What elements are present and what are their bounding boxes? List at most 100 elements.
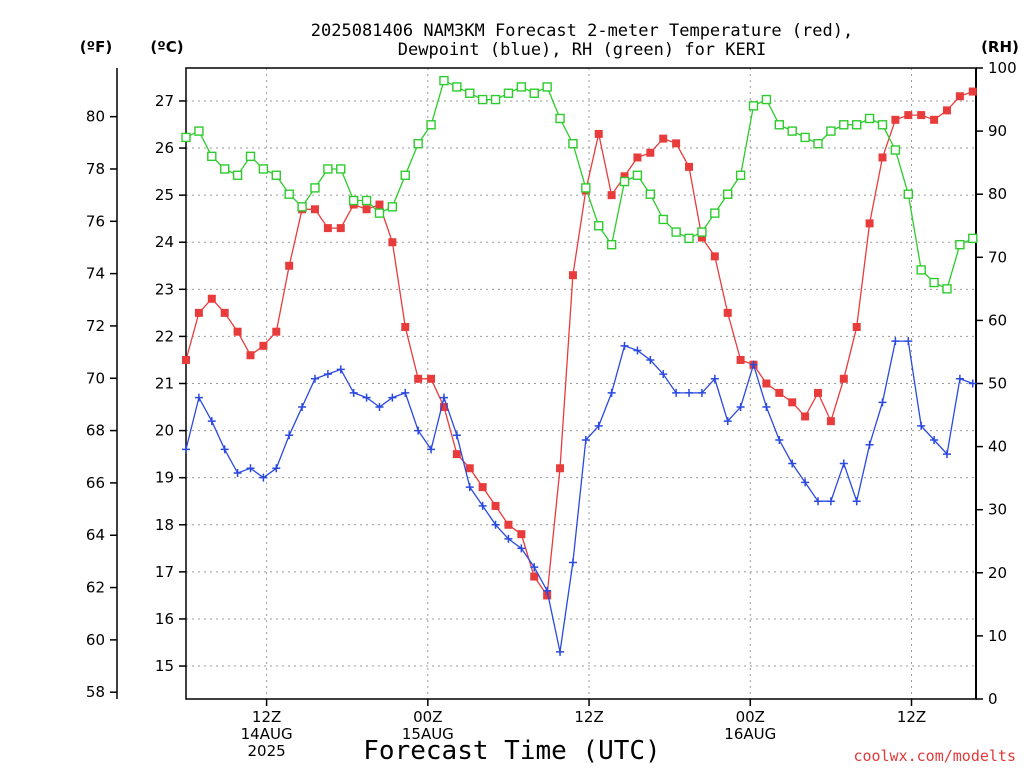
dewpoint-point (504, 534, 513, 543)
temperature-point (272, 327, 281, 336)
rh-point (555, 113, 565, 124)
dewpoint-point (517, 544, 526, 553)
fahrenheit-tick-label: 78 (86, 160, 105, 178)
rh-point (916, 265, 926, 275)
temperature-point (323, 224, 332, 233)
dewpoint-point (207, 417, 216, 426)
dewpoint-point (865, 440, 874, 449)
rh-point (336, 164, 346, 174)
fahrenheit-axis: 58 60 62 64 66 68 70 72 74 76 78 80 (86, 108, 117, 701)
rh-point (800, 132, 810, 143)
rh-point (813, 139, 823, 149)
dewpoint-point (633, 346, 642, 355)
dewpoint-point (942, 450, 951, 459)
celsius-tick-label: 19 (155, 469, 174, 487)
celsius-axis: 15 16 17 18 19 20 21 22 23 24 25 26 27 (155, 92, 186, 675)
rh-point (323, 164, 333, 174)
rh-tick-label: 70 (988, 248, 1007, 266)
rh-point (452, 82, 462, 92)
rh-point (658, 214, 668, 225)
fahrenheit-unit-label: (ºF) (80, 38, 112, 56)
rh-point (671, 227, 681, 237)
dewpoint-point (749, 360, 758, 369)
fahrenheit-tick-label: 74 (86, 265, 105, 283)
temperature-point (452, 450, 461, 459)
temperature-point (310, 205, 319, 214)
dewpoint-point (530, 563, 539, 572)
temperature-point (710, 252, 719, 261)
celsius-tick-label: 16 (155, 610, 174, 628)
dewpoint-point (762, 403, 771, 412)
temperature-point (775, 388, 784, 397)
dewpoint-point (968, 379, 977, 388)
dewpoint-point (259, 473, 268, 482)
temperature-point (504, 520, 513, 529)
fahrenheit-tick-label: 58 (86, 683, 105, 701)
series-layer (181, 75, 978, 656)
celsius-tick-label: 20 (155, 422, 174, 440)
dewpoint-point (955, 374, 964, 383)
dewpoint-point (930, 436, 939, 445)
dewpoint-point (233, 468, 242, 477)
rh-tick-label: 100 (988, 59, 1017, 77)
dewpoint-point (194, 393, 203, 402)
temperature-point (839, 374, 848, 383)
temperature-point (723, 308, 732, 317)
temperature-point (220, 308, 229, 317)
dewpoint-point (723, 417, 732, 426)
dewpoint-point (478, 501, 487, 510)
dewpoint-point (788, 459, 797, 468)
rh-point (684, 233, 694, 244)
rh-point (400, 170, 410, 180)
rh-point (516, 82, 527, 92)
temperature-point (904, 111, 913, 120)
temperature-series (182, 87, 977, 600)
dewpoint-point (775, 436, 784, 445)
rh-point (271, 170, 281, 180)
rh-point (748, 101, 759, 111)
celsius-tick-label: 27 (155, 92, 174, 110)
x-tick-label: 12Z (897, 708, 926, 726)
rh-tick-label: 10 (988, 627, 1007, 645)
rh-point (839, 120, 849, 130)
dewpoint-point (388, 393, 397, 402)
dewpoint-point (581, 436, 590, 445)
temperature-point (891, 115, 900, 124)
dewpoint-point (414, 426, 423, 435)
dewpoint-point (736, 403, 745, 412)
temperature-point (465, 464, 474, 473)
rh-point (594, 221, 604, 231)
dewpoint-point (285, 431, 294, 440)
dewpoint-point (801, 478, 810, 487)
rh-point (968, 233, 978, 244)
rh-axis: 0 10 20 30 40 50 60 70 80 90 100 (976, 59, 1017, 708)
rh-point (955, 239, 965, 250)
dewpoint-point (852, 497, 861, 506)
dewpoint-point (594, 421, 603, 430)
dewpoint-point (839, 459, 848, 468)
dewpoint-point (607, 388, 616, 397)
rh-point (181, 132, 191, 143)
dewpoint-point (543, 586, 552, 595)
rh-tick-label: 90 (988, 122, 1007, 140)
fahrenheit-tick-label: 60 (86, 631, 105, 649)
rh-point (310, 183, 320, 193)
temperature-point (801, 412, 810, 421)
x-axis-label: Forecast Time (UTC) (363, 736, 660, 766)
rh-point (710, 208, 720, 218)
dewpoint-point (401, 388, 410, 397)
x-tick-label: 00Z (736, 708, 765, 726)
rh-point (426, 120, 436, 130)
celsius-tick-label: 24 (155, 233, 174, 251)
dewpoint-point (272, 464, 281, 473)
fahrenheit-tick-label: 68 (86, 422, 105, 440)
temperature-point (543, 591, 552, 600)
dewpoint-point (491, 520, 500, 529)
temperature-point (942, 106, 951, 115)
chart-title-line-1: 2025081406 NAM3KM Forecast 2-meter Tempe… (311, 21, 853, 41)
rh-line (185, 79, 974, 290)
fahrenheit-tick-label: 66 (86, 474, 105, 492)
dewpoint-point (672, 388, 681, 397)
